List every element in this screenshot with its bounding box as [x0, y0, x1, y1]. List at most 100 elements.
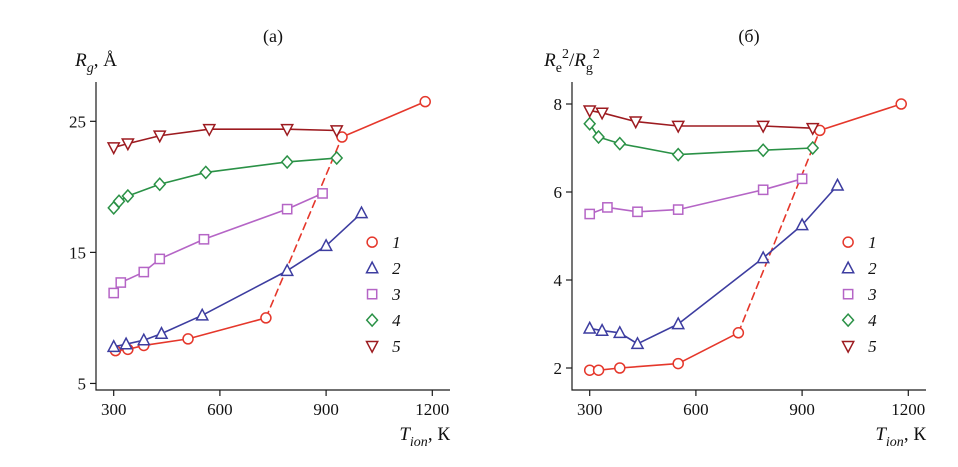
diamond-marker — [199, 165, 213, 180]
legend-label: 3 — [867, 285, 877, 304]
series-1 — [583, 98, 907, 376]
x-tick-label: 1200 — [891, 400, 925, 419]
square-marker — [317, 188, 328, 199]
legend-label: 4 — [392, 311, 401, 330]
triangle-up-marker — [195, 307, 210, 321]
x-axis-ticks: 300 600 900 1200 — [577, 390, 925, 419]
circle-marker — [366, 236, 378, 248]
axes — [95, 82, 450, 391]
legend-label: 2 — [392, 259, 401, 278]
series-5 — [582, 105, 820, 136]
triangle-up-marker — [756, 250, 771, 264]
x-tick-label: 1200 — [415, 400, 449, 419]
series-5 — [106, 123, 344, 156]
series-3 — [584, 173, 808, 220]
legend-label: 1 — [868, 233, 877, 252]
square-marker — [842, 288, 854, 300]
x-tick-label: 300 — [577, 400, 603, 419]
y-axis-label: Re2/Rg2 — [543, 47, 600, 76]
square-marker — [584, 208, 596, 220]
square-marker — [632, 206, 643, 218]
square-marker — [108, 287, 120, 299]
circle-marker — [614, 362, 626, 374]
diamond-marker — [841, 313, 855, 328]
triangle-down-marker — [671, 120, 686, 134]
circle-marker — [732, 327, 745, 339]
diamond-marker — [592, 129, 605, 145]
legend-label: 5 — [392, 337, 401, 356]
legend-label: 1 — [392, 233, 401, 252]
diamond-marker — [153, 177, 167, 192]
y-axis-ticks: 5 15 25 — [69, 112, 96, 393]
triangle-up-marker — [154, 326, 169, 339]
diamond-marker — [280, 154, 294, 170]
diamond-marker — [671, 147, 685, 162]
square-marker — [115, 277, 127, 288]
triangle-up-marker — [119, 336, 133, 350]
diamond-marker — [121, 188, 135, 204]
triangle-up-marker — [136, 332, 151, 346]
circle-marker — [260, 312, 272, 324]
triangle-down-marker — [329, 125, 344, 139]
diamond-marker — [583, 116, 597, 131]
square-marker — [672, 204, 684, 215]
diamond-marker — [806, 140, 820, 156]
series-4 — [107, 150, 344, 215]
triangle-down-marker — [280, 123, 295, 137]
y-tick-label: 2 — [554, 359, 563, 378]
triangle-up-marker — [630, 336, 645, 350]
triangle-up-marker — [582, 320, 597, 334]
panel-title: (б) — [738, 26, 759, 47]
diamond-marker — [112, 194, 126, 209]
chart-panel-a: 300 600 900 1200 5 15 25 1 2 3 4 5 (а) Rg, Å Tion, К — [69, 26, 450, 450]
triangle-up-marker — [595, 322, 609, 336]
square-marker — [796, 173, 808, 185]
square-marker — [154, 253, 166, 265]
legend-label: 5 — [868, 337, 877, 356]
triangle-down-marker — [628, 116, 643, 130]
x-axis-ticks: 300 600 900 1200 — [101, 390, 449, 419]
square-marker — [138, 266, 150, 278]
triangle-down-marker — [202, 123, 217, 137]
square-marker — [602, 202, 613, 213]
x-tick-label: 900 — [313, 400, 339, 419]
diamond-marker — [330, 150, 344, 166]
y-axis-label: Rg, Å — [74, 50, 117, 76]
series-2 — [106, 205, 369, 353]
y-tick-label: 5 — [78, 374, 87, 393]
circle-marker — [419, 95, 431, 108]
triangle-down-marker — [841, 340, 855, 354]
x-tick-label: 900 — [789, 400, 815, 419]
diamond-marker — [756, 143, 770, 158]
triangle-up-marker — [280, 263, 295, 277]
circle-marker — [182, 333, 194, 345]
figure-container: 300 600 900 1200 5 15 25 1 2 3 4 5 (а) Rg, Å Tion, К 3… — [69, 26, 926, 450]
panel-title: (а) — [263, 26, 283, 47]
triangle-down-marker — [365, 340, 379, 354]
y-tick-label: 4 — [554, 271, 563, 290]
triangle-up-marker — [830, 177, 845, 191]
triangle-up-marker — [106, 339, 121, 353]
diamond-marker — [613, 136, 627, 151]
diamond-marker — [365, 313, 379, 328]
circle-marker — [592, 364, 605, 376]
x-tick-label: 600 — [683, 400, 709, 419]
circle-marker — [672, 357, 684, 370]
circle-marker — [842, 236, 854, 248]
triangle-down-marker — [805, 122, 820, 136]
triangle-up-marker — [841, 260, 855, 274]
triangle-down-marker — [121, 138, 135, 152]
triangle-down-marker — [582, 105, 597, 119]
y-axis-ticks: 2 4 6 8 — [554, 95, 572, 378]
legend-label: 3 — [391, 285, 401, 304]
axes — [571, 82, 926, 391]
series-2 — [582, 177, 845, 350]
triangle-up-marker — [365, 260, 379, 274]
square-marker — [366, 288, 378, 300]
circle-marker — [895, 98, 907, 110]
triangle-up-marker — [612, 325, 627, 339]
y-tick-label: 6 — [554, 183, 563, 202]
triangle-up-marker — [795, 217, 809, 231]
y-tick-label: 25 — [69, 112, 86, 131]
triangle-up-marker — [354, 205, 369, 219]
